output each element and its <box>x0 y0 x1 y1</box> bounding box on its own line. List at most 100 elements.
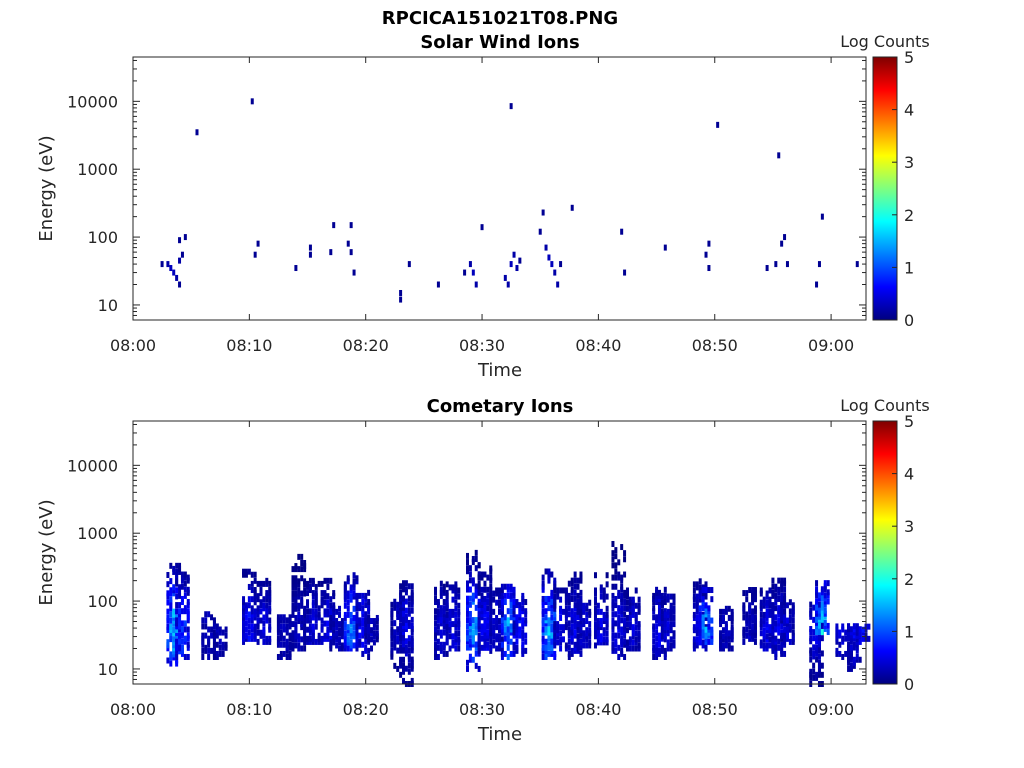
data-cell <box>721 627 725 634</box>
data-cell <box>454 593 458 600</box>
data-cell <box>701 596 705 603</box>
data-cell <box>352 572 356 579</box>
data-cell <box>573 605 577 612</box>
data-cell <box>753 587 757 594</box>
data-cell <box>753 623 757 630</box>
data-cell <box>698 605 702 612</box>
data-cell <box>282 623 286 630</box>
data-cell <box>742 632 746 639</box>
data-cell <box>602 636 606 643</box>
data-cell <box>343 593 347 600</box>
data-cell <box>166 593 170 600</box>
data-cell <box>355 626 359 633</box>
data-cell <box>314 617 318 624</box>
data-cell <box>317 580 321 587</box>
data-cell <box>815 580 819 587</box>
data-cell <box>212 635 216 642</box>
colorbar-tick-label: 0 <box>904 311 914 330</box>
data-cell <box>559 605 563 612</box>
data-cell <box>503 620 507 627</box>
data-cell <box>553 633 557 640</box>
data-cell <box>201 653 205 660</box>
data-cell <box>370 627 374 634</box>
data-cell <box>628 611 632 618</box>
data-cell <box>567 653 571 660</box>
data-cell <box>724 608 728 615</box>
data-cell <box>512 586 516 593</box>
data-cell <box>783 595 787 602</box>
data-cell <box>326 602 330 609</box>
data-cell <box>294 614 298 621</box>
data-cell <box>442 614 446 621</box>
data-cell <box>244 605 248 612</box>
data-cell <box>582 633 586 640</box>
data-cell <box>242 638 246 645</box>
data-cell <box>809 607 813 614</box>
data-cell <box>695 618 699 625</box>
data-cell <box>367 647 371 654</box>
data-cell <box>774 599 778 606</box>
data-cell <box>556 587 560 594</box>
data-cell <box>791 605 795 612</box>
data-cell <box>262 605 266 612</box>
data-cell <box>180 577 184 584</box>
data-cell <box>623 571 627 578</box>
colorbar-label: Log Counts <box>840 396 930 415</box>
data-cell <box>669 611 673 618</box>
data-cell <box>436 629 440 636</box>
data-cell <box>166 599 170 606</box>
data-cell <box>847 626 851 633</box>
data-cell <box>314 638 318 645</box>
data-cell <box>434 589 438 596</box>
data-cell <box>564 614 568 621</box>
data-cell <box>657 647 661 654</box>
data-cell <box>466 580 470 587</box>
data-cell <box>250 626 254 633</box>
data-cell <box>399 589 403 596</box>
data-cell <box>454 605 458 612</box>
data-cell <box>512 644 516 651</box>
data-cell <box>253 251 257 258</box>
data-cell <box>486 592 490 599</box>
data-cell <box>573 632 577 639</box>
data-cell <box>521 623 525 630</box>
data-cell <box>244 635 248 642</box>
data-cell <box>844 629 848 636</box>
data-cell <box>623 632 627 639</box>
data-cell <box>867 623 871 630</box>
data-cell <box>291 611 295 618</box>
data-cell <box>759 621 763 628</box>
x-tick-label: 09:00 <box>808 700 854 719</box>
data-cell <box>657 592 661 599</box>
data-cell <box>655 589 659 596</box>
data-cell <box>399 622 403 629</box>
data-cell <box>524 638 528 645</box>
data-cell <box>785 623 789 630</box>
data-cell <box>541 599 545 606</box>
data-cell <box>637 645 641 652</box>
data-cell <box>352 269 356 276</box>
data-cell <box>166 590 170 597</box>
data-cell <box>817 638 821 645</box>
burst <box>276 614 292 660</box>
data-cell <box>175 647 179 654</box>
data-cell <box>512 602 516 609</box>
data-cell <box>183 626 187 633</box>
data-cell <box>279 650 283 657</box>
data-cell <box>826 592 830 599</box>
data-cell <box>169 654 173 661</box>
data-cell <box>623 641 627 648</box>
data-cell <box>753 620 757 627</box>
data-cell <box>207 635 211 642</box>
data-cell <box>276 638 280 645</box>
data-cell <box>279 641 283 648</box>
data-cell <box>276 653 280 660</box>
data-cell <box>500 608 504 615</box>
data-cell <box>593 599 597 606</box>
data-cell <box>509 608 513 615</box>
data-cell <box>471 656 475 663</box>
data-cell <box>160 261 164 268</box>
data-cell <box>500 587 504 594</box>
data-cell <box>253 599 257 606</box>
